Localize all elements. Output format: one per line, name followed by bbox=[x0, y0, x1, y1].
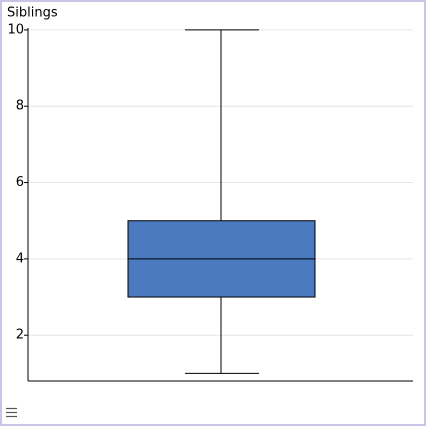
y-tick-label: 10 bbox=[7, 22, 24, 37]
y-tick-label: 8 bbox=[16, 99, 24, 114]
menu-icon[interactable] bbox=[6, 407, 17, 418]
y-tick-label: 2 bbox=[16, 328, 24, 343]
y-tick-label: 4 bbox=[16, 251, 24, 266]
chart-title: Siblings bbox=[7, 6, 58, 21]
y-tick-label: 6 bbox=[16, 175, 24, 190]
